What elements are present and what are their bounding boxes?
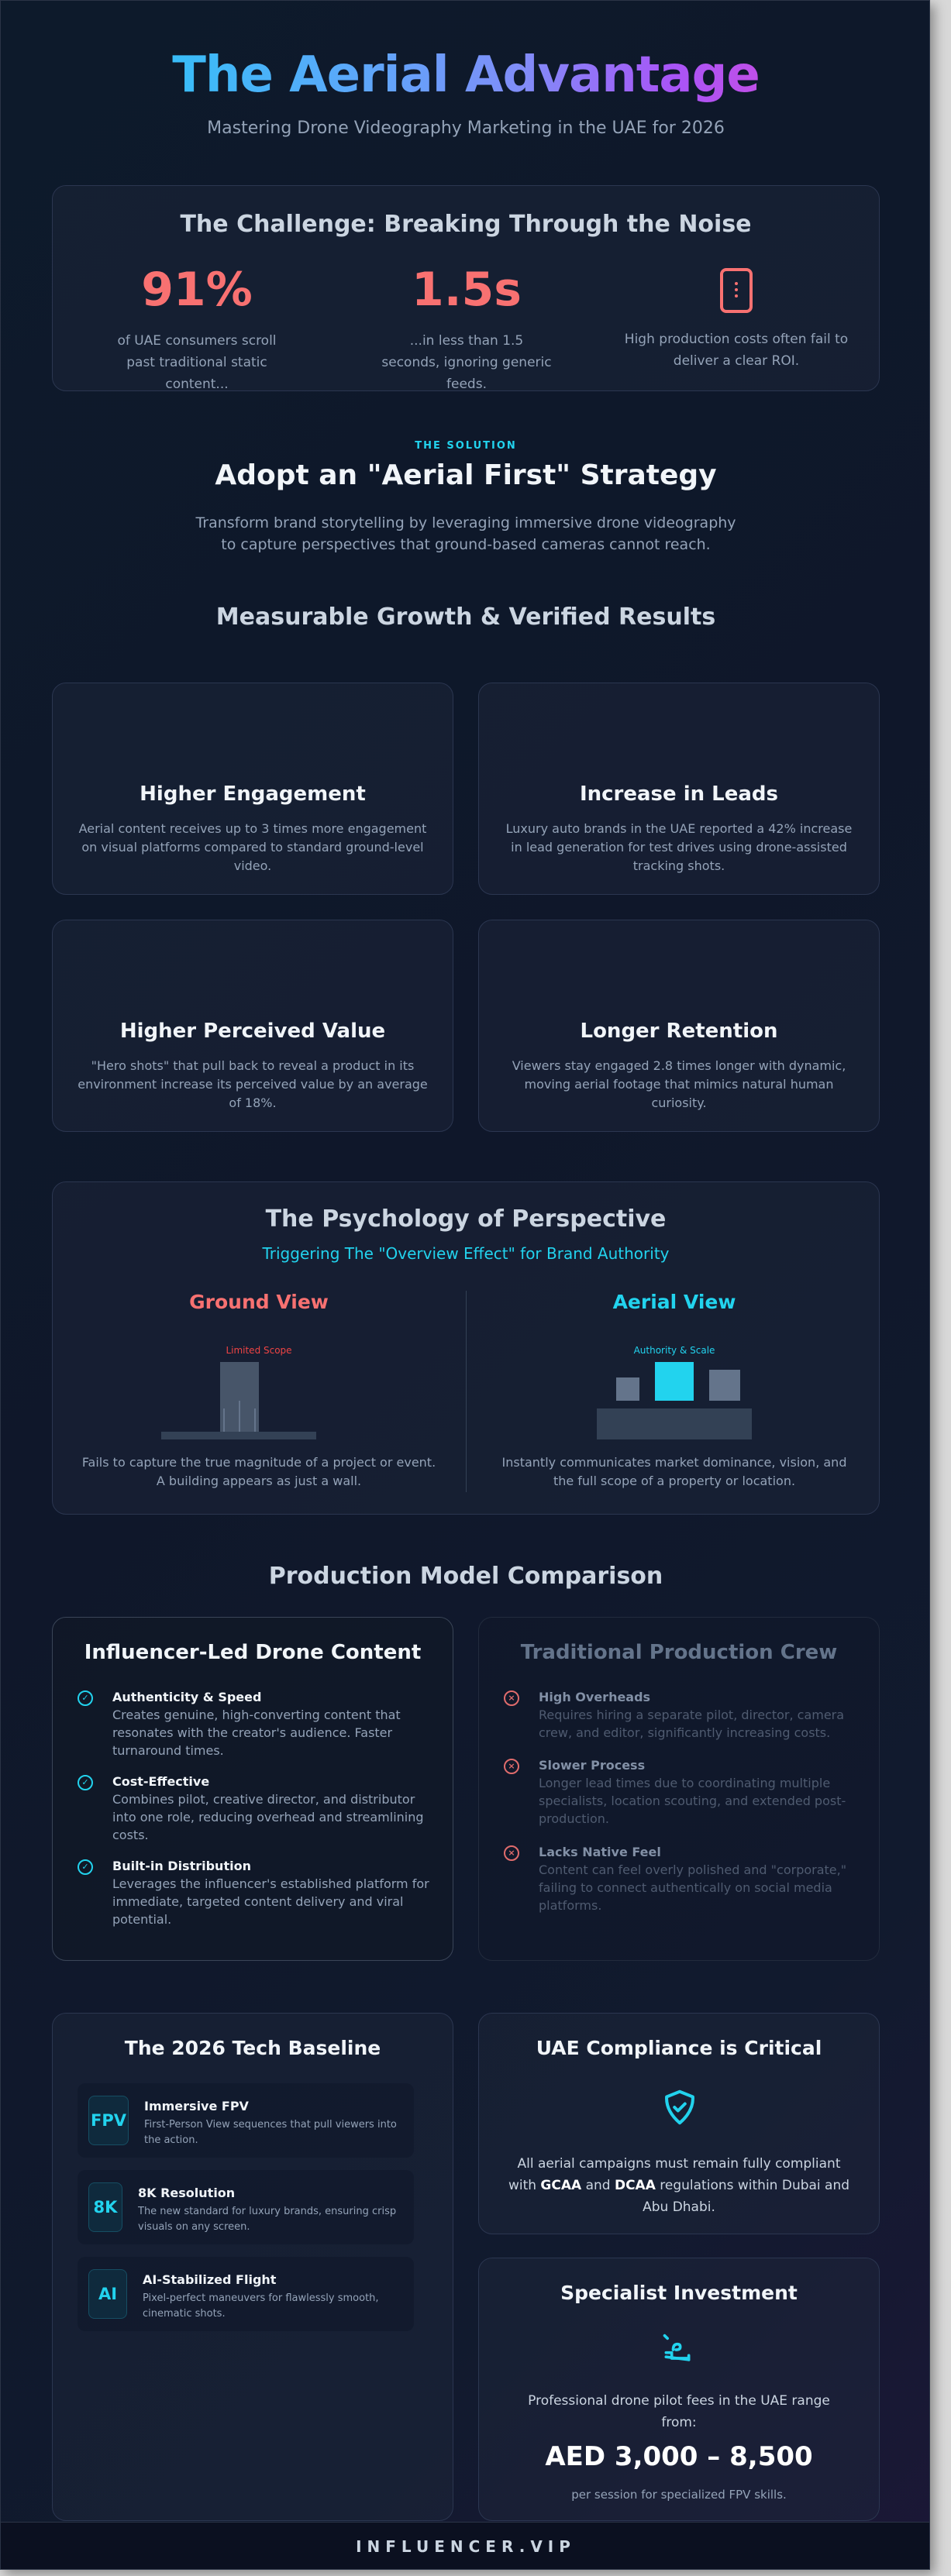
stat-text: of UAE consumers scroll past traditional… [117, 333, 277, 392]
influencer-card: Influencer-Led Drone Content ✓ Authentic… [52, 1617, 453, 1961]
influencer-title: Influencer-Led Drone Content [84, 1641, 422, 1664]
solution-title: Adopt an "Aerial First" Strategy [215, 459, 717, 491]
stat-heading: Longer Retention [580, 1020, 778, 1043]
results-title: Measurable Growth & Verified Results [215, 604, 716, 631]
check-circle-icon: ✓ [78, 1690, 93, 1706]
stat-text: Viewers stay engaged 2.8 times longer wi… [512, 1058, 846, 1110]
x-circle-icon: × [504, 1845, 519, 1861]
stat-card-retention: 2.8x Longer Retention Viewers stay engag… [478, 920, 880, 1132]
8k-badge-icon: 8K [88, 2182, 122, 2232]
stat-value: 18% [185, 948, 320, 1013]
stat-card-leads: 42% Increase in Leads Luxury auto brands… [478, 683, 880, 895]
aerial-view: Aerial View Authority & Scale Instantly … [481, 1291, 868, 1488]
ground-view-title: Ground View [189, 1291, 329, 1313]
solution-text: Transform brand storytelling by leveragi… [195, 514, 736, 553]
challenge-title: The Challenge: Breaking Through the Nois… [180, 211, 752, 238]
tech-title: The 2026 Tech Baseline [124, 2037, 381, 2059]
aerial-view-tag: Authority & Scale [633, 1345, 715, 1356]
ground-view-text: Fails to capture the true magnitude of a… [81, 1455, 436, 1488]
psychology-title: The Psychology of Perspective [265, 1205, 667, 1233]
investment-title: Specialist Investment [560, 2282, 798, 2304]
stat-card-engagement: 3x Higher Engagement Aerial content rece… [52, 683, 453, 895]
challenge-stat-91: 91% of UAE consumers scroll past traditi… [65, 259, 329, 395]
traditional-item: × Lacks Native Feel Content can feel ove… [504, 1844, 856, 1914]
tech-item-8k: 8K 8K Resolution The new standard for lu… [78, 2170, 414, 2244]
fpv-badge-icon: FPV [88, 2096, 129, 2145]
aerial-city-icon [597, 1362, 752, 1439]
stat-value: 42% [612, 710, 746, 776]
stat-value: 91% [141, 263, 253, 317]
traditional-title: Traditional Production Crew [520, 1641, 838, 1664]
check-circle-icon: ✓ [78, 1775, 93, 1790]
investment-text: Professional drone pilot fees in the UAE… [528, 2393, 830, 2430]
page-subtitle: Mastering Drone Videography Marketing in… [207, 119, 725, 138]
stat-value: 1.5s [411, 263, 522, 317]
stat-text: High production costs often fail to deli… [624, 332, 849, 369]
stat-text: Aerial content receives up to 3 times mo… [78, 821, 427, 873]
tech-item-ai: AI AI-Stabilized Flight Pixel-perfect ma… [78, 2257, 414, 2331]
page-title: The Aerial Advantage [172, 46, 760, 104]
ground-view-tag: Limited Scope [226, 1345, 292, 1356]
drone-pilot-icon [663, 2334, 691, 2361]
psychology-subtitle: Triggering The "Overview Effect" for Bra… [262, 1244, 670, 1263]
ground-building-icon [161, 1362, 316, 1439]
price-range: AED 3,000 – 8,500 [545, 2441, 813, 2472]
x-circle-icon: × [504, 1759, 519, 1774]
x-circle-icon: × [504, 1690, 519, 1706]
ground-view: Ground View Limited Scope Fails to captu… [65, 1291, 453, 1488]
infographic-page: The Aerial Advantage Mastering Drone Vid… [0, 0, 930, 2570]
stat-value: 3x [215, 710, 291, 776]
footer-brand[interactable]: INFLUENCER.VIP [356, 2537, 576, 2556]
investment-card: Specialist Investment Professional drone… [478, 2258, 880, 2521]
stat-card-value: 18% Higher Perceived Value "Hero shots" … [52, 920, 453, 1132]
stat-text: ...in less than 1.5 seconds, ignoring ge… [381, 333, 552, 392]
aerial-view-title: Aerial View [612, 1291, 736, 1313]
traditional-item: × Slower Process Longer lead times due t… [504, 1757, 856, 1828]
compliance-card: UAE Compliance is Critical All aerial ca… [478, 2013, 880, 2234]
tech-item-fpv: FPV Immersive FPV First-Person View sequ… [78, 2083, 414, 2158]
challenge-stat-1-5s: 1.5s ...in less than 1.5 seconds, ignori… [335, 259, 598, 395]
stat-heading: Higher Perceived Value [119, 1020, 386, 1043]
aerial-view-text: Instantly communicates market dominance,… [501, 1455, 847, 1488]
comparison-title: Production Model Comparison [268, 1563, 663, 1590]
divider [466, 1291, 467, 1492]
stat-value: 2.8x [612, 948, 746, 1013]
traditional-item: × High Overheads Requires hiring a separ… [504, 1689, 856, 1742]
solution-label: THE SOLUTION [415, 440, 517, 452]
check-circle-icon: ✓ [78, 1859, 93, 1875]
ai-badge-icon: AI [88, 2269, 127, 2319]
influencer-item: ✓ Built-in Distribution Leverages the in… [78, 1858, 429, 1928]
stat-heading: Higher Engagement [140, 782, 366, 806]
stat-text: Luxury auto brands in the UAE reported a… [505, 821, 853, 873]
stat-heading: Increase in Leads [579, 782, 779, 806]
compliance-text: All aerial campaigns must remain fully c… [508, 2156, 850, 2215]
investment-note: per session for specialized FPV skills. [571, 2488, 787, 2502]
footer: INFLUENCER.VIP [1, 2522, 929, 2569]
challenge-cost: High production costs often fail to deli… [605, 259, 868, 372]
phone-icon [720, 268, 753, 313]
compliance-title: UAE Compliance is Critical [536, 2037, 822, 2059]
stat-text: "Hero shots" that pull back to reveal a … [78, 1058, 428, 1110]
influencer-item: ✓ Authenticity & Speed Creates genuine, … [78, 1689, 429, 1759]
shield-check-icon [665, 2089, 694, 2125]
hero: The Aerial Advantage Mastering Drone Vid… [1, 46, 929, 138]
tech-baseline-card: The 2026 Tech Baseline FPV Immersive FPV… [52, 2013, 453, 2521]
psychology-card: The Psychology of Perspective Triggering… [52, 1181, 880, 1515]
influencer-item: ✓ Cost-Effective Combines pilot, creativ… [78, 1773, 429, 1844]
traditional-card: Traditional Production Crew × High Overh… [478, 1617, 880, 1961]
challenge-card: The Challenge: Breaking Through the Nois… [52, 185, 880, 392]
